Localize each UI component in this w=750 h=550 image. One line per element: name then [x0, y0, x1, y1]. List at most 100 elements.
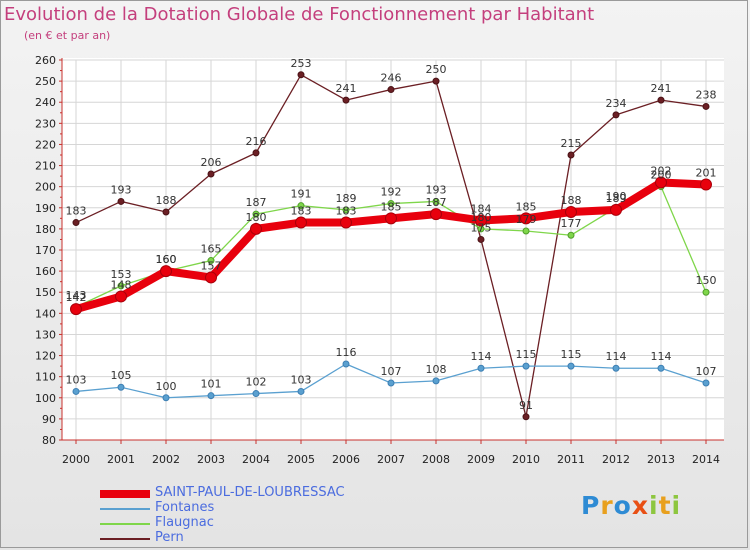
y-tick-label: 140	[35, 307, 56, 320]
data-label: 216	[246, 135, 267, 148]
data-label: 183	[66, 205, 87, 218]
data-point	[522, 362, 530, 370]
data-point	[612, 111, 620, 119]
x-tick-label: 2013	[647, 453, 675, 466]
data-point	[205, 271, 217, 284]
data-point	[207, 392, 215, 400]
data-label: 193	[111, 183, 132, 196]
data-label: 201	[696, 167, 717, 180]
data-point	[117, 197, 125, 205]
x-tick-label: 2006	[332, 453, 360, 466]
data-point	[655, 176, 667, 189]
data-point	[702, 288, 710, 296]
data-point	[162, 208, 170, 216]
data-label: 183	[336, 205, 357, 218]
data-labels: 142 148 160 157 180 183 183 185 187 184 185 188 189 2…	[66, 57, 717, 412]
data-point	[565, 206, 577, 218]
data-point	[477, 364, 485, 372]
y-tick-label: 130	[35, 328, 56, 341]
data-point	[117, 282, 125, 290]
data-label: 180	[471, 211, 492, 224]
data-label: 188	[561, 194, 582, 207]
data-point	[432, 377, 440, 385]
x-tick-label: 2011	[557, 453, 585, 466]
data-label: 246	[381, 72, 402, 85]
data-point	[657, 96, 665, 104]
data-label: 142	[66, 291, 87, 304]
legend-label: Flaugnac	[155, 515, 214, 530]
data-label: 160	[156, 253, 177, 266]
y-tick-label: 120	[35, 350, 56, 363]
data-label: 91	[519, 399, 533, 412]
data-label: 165	[201, 243, 222, 256]
data-label: 191	[291, 188, 312, 201]
data-label: 114	[651, 350, 672, 363]
data-point	[342, 96, 350, 104]
data-point	[297, 202, 305, 210]
x-tick-label: 2001	[107, 453, 135, 466]
legend-swatch	[100, 490, 150, 498]
data-label: 241	[336, 82, 357, 95]
x-tick-label: 2014	[692, 453, 720, 466]
data-label: 108	[426, 363, 447, 376]
data-point	[207, 257, 215, 265]
data-point	[567, 231, 575, 239]
data-point	[342, 360, 350, 368]
y-tick-label: 150	[35, 286, 56, 299]
data-label: 107	[696, 365, 717, 378]
y-tick-label: 250	[35, 75, 56, 88]
legend-label: SAINT-PAUL-DE-LOUBRESSAC	[155, 485, 345, 500]
data-label: 157	[201, 259, 222, 272]
series-lines	[70, 71, 712, 421]
data-label: 160	[156, 253, 177, 266]
data-label: 193	[426, 183, 447, 196]
x-tick-label: 2004	[242, 453, 270, 466]
data-point	[252, 210, 260, 218]
data-label: 177	[561, 217, 582, 230]
x-tick-label: 2010	[512, 453, 540, 466]
y-tick-label: 190	[35, 202, 56, 215]
data-label: 184	[471, 202, 492, 215]
logo-letter: i	[671, 491, 682, 520]
brand-logo: Proxiti	[581, 491, 681, 520]
data-label: 185	[381, 200, 402, 213]
data-point	[432, 77, 440, 85]
data-label: 206	[201, 156, 222, 169]
y-tick-label: 200	[35, 181, 56, 194]
data-point	[702, 379, 710, 387]
legend-swatch	[100, 523, 150, 525]
data-point	[117, 383, 125, 391]
data-point	[160, 265, 172, 278]
data-label: 153	[111, 268, 132, 281]
x-tick-label: 2003	[197, 453, 225, 466]
y-tick-label: 100	[35, 392, 56, 405]
data-point	[385, 212, 397, 225]
data-point	[207, 170, 215, 178]
logo-letter: o	[613, 491, 632, 520]
data-label: 105	[111, 369, 132, 382]
data-label: 103	[291, 373, 312, 386]
data-label: 183	[291, 205, 312, 218]
grid	[62, 58, 724, 441]
data-point	[387, 86, 395, 94]
data-point	[430, 208, 442, 221]
chart-subtitle: (en € et par an)	[24, 29, 111, 42]
data-label: 179	[516, 213, 537, 226]
data-point	[610, 203, 622, 216]
data-point	[432, 197, 440, 205]
data-point	[520, 212, 532, 225]
x-tick-label: 2002	[152, 453, 180, 466]
x-tick-label: 2005	[287, 453, 315, 466]
data-point	[567, 362, 575, 370]
data-label: 253	[291, 57, 312, 70]
data-point	[252, 149, 260, 157]
data-label: 185	[516, 200, 537, 213]
data-label: 116	[336, 346, 357, 359]
data-point	[72, 387, 80, 395]
data-label: 148	[111, 278, 132, 291]
data-point	[340, 216, 352, 229]
x-tick-label: 2007	[377, 453, 405, 466]
y-tick-label: 230	[35, 117, 56, 130]
data-label: 188	[156, 194, 177, 207]
